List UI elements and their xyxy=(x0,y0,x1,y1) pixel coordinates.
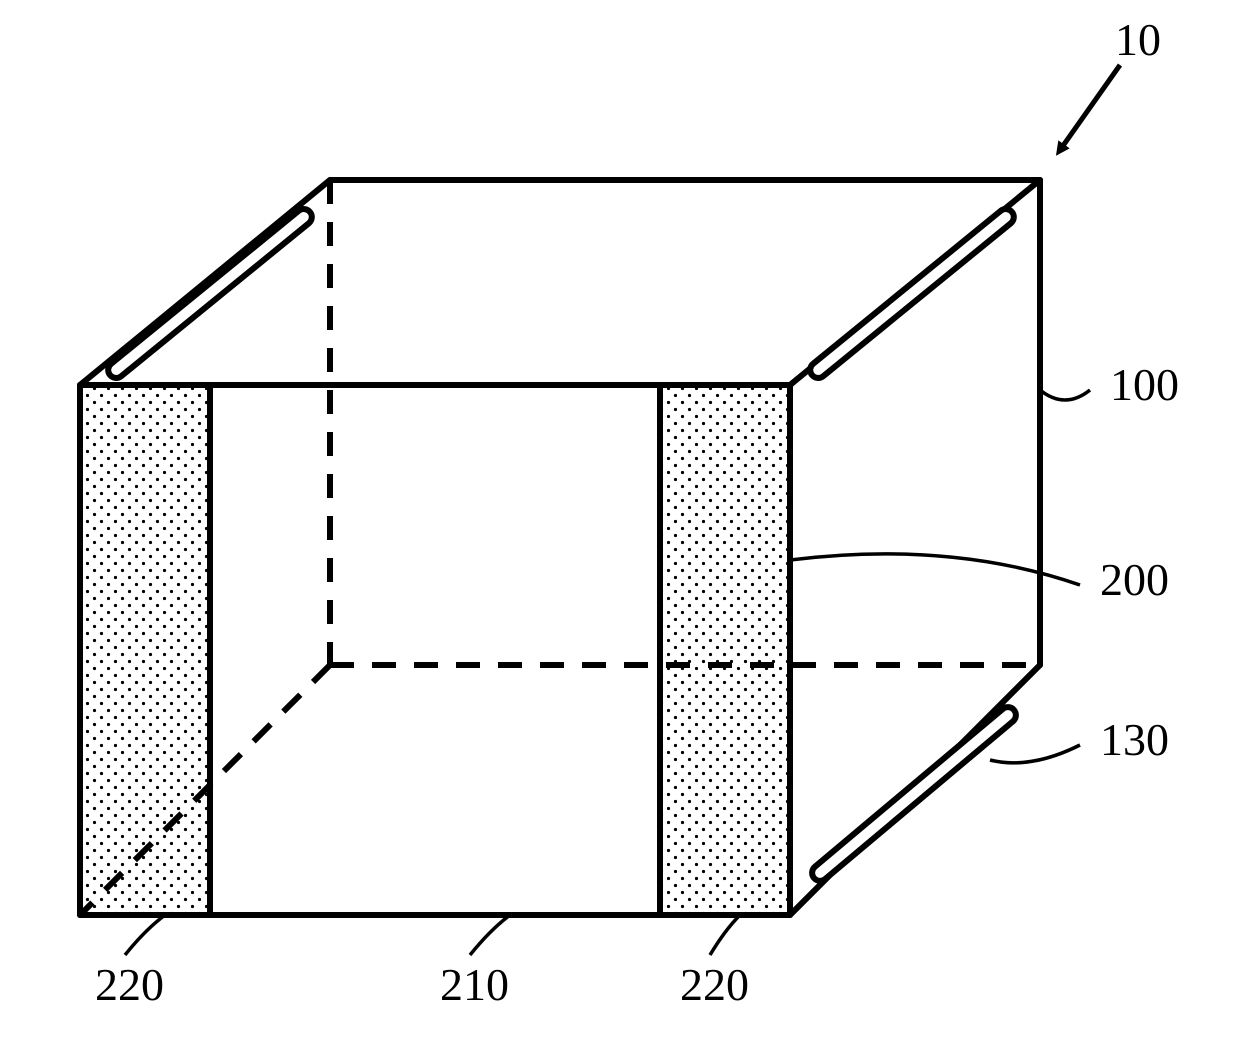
slot-top-left xyxy=(105,206,315,381)
leader-200 xyxy=(790,554,1080,585)
label-100: 100 xyxy=(1110,359,1179,410)
stipple-region-right xyxy=(660,385,790,915)
box-edge xyxy=(80,180,330,385)
label-10: 10 xyxy=(1115,14,1161,65)
leader-220-left xyxy=(125,915,165,955)
leader-130 xyxy=(990,745,1080,763)
slot-bottom-right xyxy=(809,704,1019,884)
leader-100 xyxy=(1040,390,1090,400)
stipple-region-left xyxy=(80,385,210,915)
label-200: 200 xyxy=(1100,554,1169,605)
label-220-right: 220 xyxy=(680,959,749,1010)
slot-top-right xyxy=(807,206,1017,381)
label-210: 210 xyxy=(440,959,509,1010)
leader-220-right xyxy=(710,915,740,955)
label-220-left: 220 xyxy=(95,959,164,1010)
label-130: 130 xyxy=(1100,714,1169,765)
assembly-arrow xyxy=(1060,65,1120,150)
leader-210 xyxy=(470,915,510,955)
